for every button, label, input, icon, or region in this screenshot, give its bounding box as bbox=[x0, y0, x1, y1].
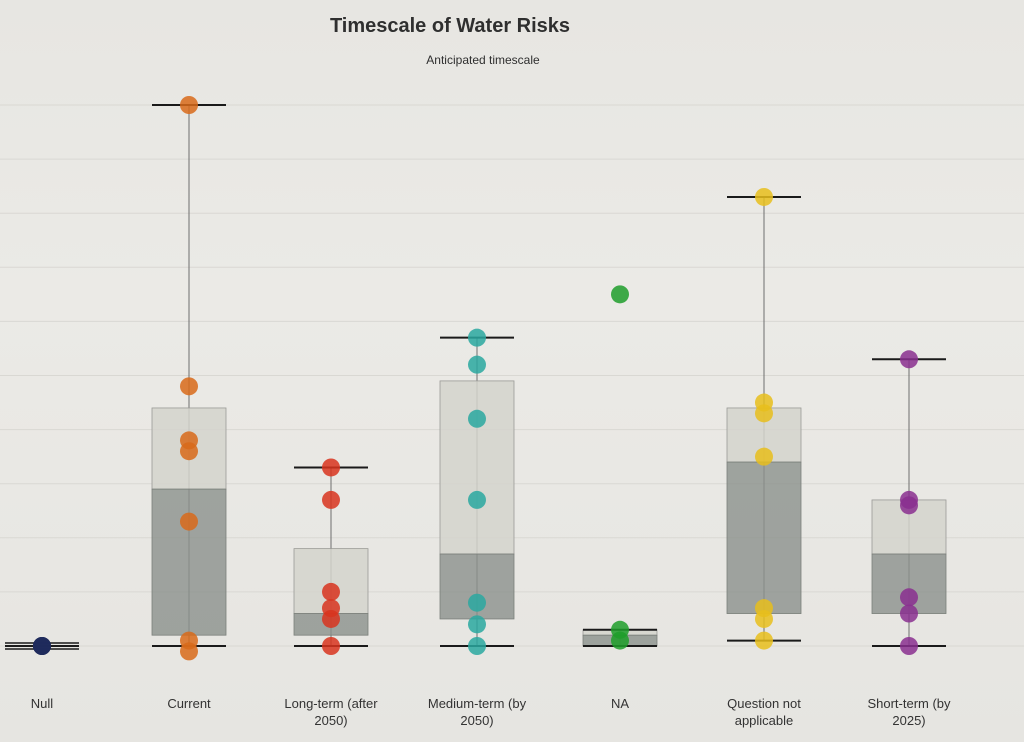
data-point bbox=[322, 637, 340, 655]
data-point bbox=[180, 377, 198, 396]
data-point bbox=[900, 496, 918, 515]
data-point bbox=[755, 631, 773, 650]
data-point bbox=[180, 512, 198, 531]
data-point bbox=[900, 350, 918, 369]
data-point bbox=[322, 582, 340, 601]
category-group bbox=[726, 187, 802, 650]
data-point bbox=[611, 285, 629, 304]
data-point bbox=[322, 490, 340, 509]
category-label: Short-term (by 2025) bbox=[867, 696, 951, 728]
data-point bbox=[755, 187, 773, 206]
data-point bbox=[755, 404, 773, 423]
category-label: Long-term (after 2050) bbox=[284, 696, 378, 728]
data-point bbox=[468, 328, 486, 347]
category-group bbox=[5, 637, 79, 655]
box-lower bbox=[151, 488, 227, 636]
box-upper bbox=[439, 380, 515, 555]
box-upper bbox=[293, 548, 369, 614]
data-point bbox=[468, 409, 486, 428]
box-lower bbox=[726, 461, 802, 614]
data-point bbox=[468, 593, 486, 612]
chart-subtitle: Anticipated timescale bbox=[426, 53, 540, 67]
data-point bbox=[900, 637, 918, 655]
chart-title: Timescale of Water Risks bbox=[330, 15, 570, 37]
data-point bbox=[180, 642, 198, 661]
data-point bbox=[33, 637, 51, 655]
data-point bbox=[900, 604, 918, 623]
category-group bbox=[151, 96, 227, 661]
data-point bbox=[322, 609, 340, 628]
category-label: Question not applicable bbox=[727, 696, 801, 728]
data-point bbox=[180, 96, 198, 114]
data-point bbox=[468, 615, 486, 634]
data-point bbox=[468, 637, 486, 655]
category-group bbox=[293, 458, 369, 655]
category-group bbox=[439, 328, 515, 655]
data-point bbox=[468, 490, 486, 509]
plot-layer bbox=[5, 96, 947, 661]
data-point bbox=[322, 458, 340, 477]
data-point bbox=[180, 442, 198, 461]
category-group bbox=[582, 285, 658, 650]
category-group bbox=[871, 350, 947, 655]
data-point bbox=[755, 609, 773, 628]
category-label: Current bbox=[167, 696, 211, 711]
data-point bbox=[468, 355, 486, 374]
category-label: Null bbox=[31, 696, 54, 711]
category-labels: Null Current Long-term (after 2050) Medium-t… bbox=[31, 696, 951, 728]
category-label: Medium-term (by 2050) bbox=[428, 696, 527, 728]
data-point bbox=[611, 631, 629, 650]
category-label: NA bbox=[611, 696, 629, 711]
data-point bbox=[755, 447, 773, 466]
data-point bbox=[900, 588, 918, 607]
